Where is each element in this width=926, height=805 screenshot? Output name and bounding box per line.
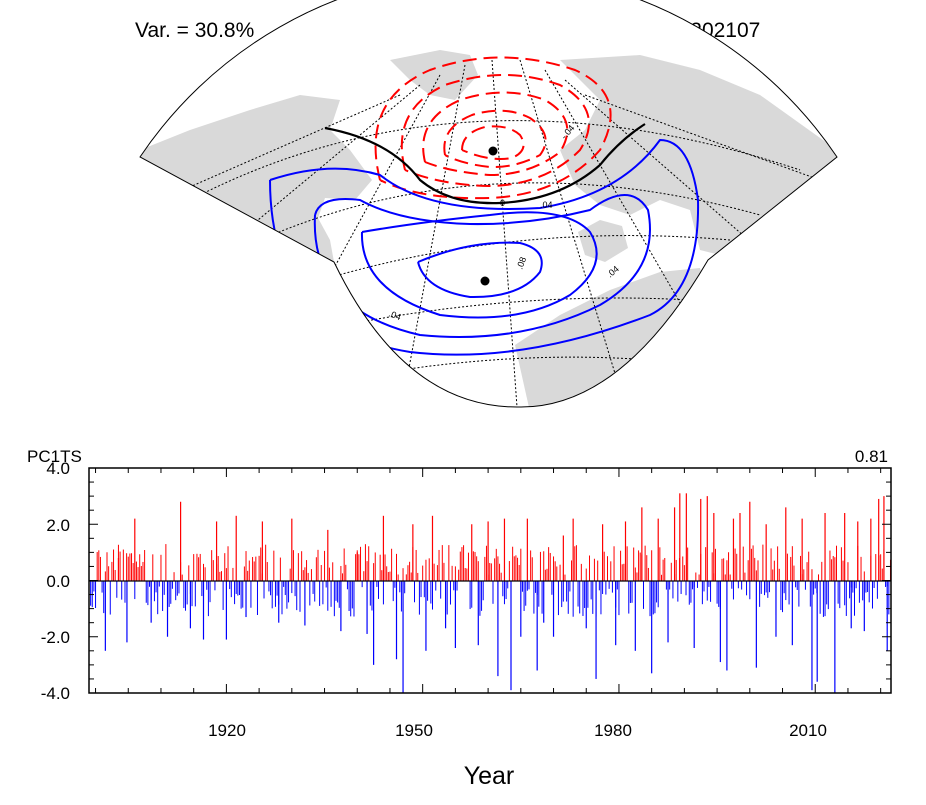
positive-contour [313,194,651,338]
right-label: 0.81 [855,447,888,466]
latitude-line [199,120,801,196]
x-tick-label: 1980 [594,721,632,740]
chart-title: PC1TS [27,447,82,466]
x-axis-label: Year [464,762,515,790]
map-border [139,0,838,408]
positive-contour [417,241,543,299]
y-tick-labels: 4.0 2.0 0.0 -2.0 -4.0 [41,459,70,703]
x-tick-label: 1920 [208,721,246,740]
longitude-line [564,79,761,251]
negative-contours [374,56,612,200]
negative-contour [374,56,612,200]
longitude-line [491,59,518,408]
zero-contour [324,123,646,205]
contour-label: .04 [540,200,553,210]
pc1-timeseries-chart: PC1TS 0.81 4.0 2.0 0.0 -2.0 -4.0 1920 19… [27,447,892,790]
negative-contour [400,74,590,188]
y-tick-label: 0.0 [46,572,70,591]
longitude-line [584,94,821,181]
y-tick-label: 4.0 [46,459,70,478]
positive-contour [360,211,598,319]
plot-frame [88,467,892,694]
positive-contours [269,138,700,356]
variance-label: Var. = 30.8% [135,19,255,42]
positive-contour [269,138,700,356]
latitude-line [319,297,691,331]
longitude-line [299,74,441,331]
land-africa [515,268,708,408]
negative-contour [461,125,525,160]
series-bars [88,493,891,693]
negative-center-marker [488,146,498,156]
eof-map: -.04 0 .04 .08 .04 .04 [139,0,838,408]
y-tick-label: -4.0 [41,684,70,703]
land-iberia [578,220,628,262]
negative-contour [443,109,547,169]
x-tick-labels: 1920 1950 1980 2010 [208,721,827,740]
positive-center-marker [480,276,490,286]
longitude-line [209,84,421,261]
latitude-line [259,182,761,241]
contours [269,56,700,356]
y-tick-label: -2.0 [41,628,70,647]
longitude-line [519,59,621,391]
negative-contour [422,91,569,177]
y-tick-label: 2.0 [46,516,70,535]
x-tick-label: 1950 [395,721,433,740]
contour-label: .04 [387,308,402,322]
x-tick-label: 2010 [789,721,827,740]
contour-label: 0 [500,198,505,208]
contour-label: .08 [514,256,528,271]
